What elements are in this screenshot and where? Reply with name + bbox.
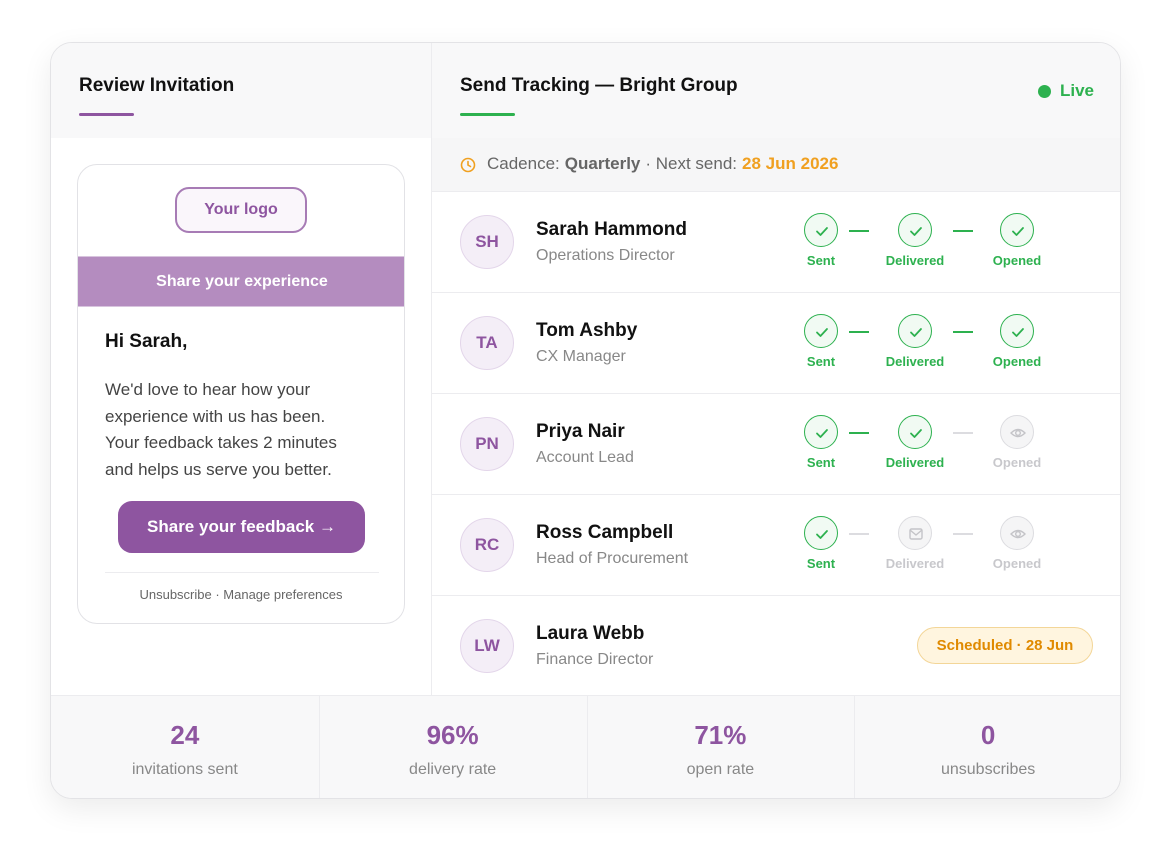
step-icon <box>1000 516 1034 550</box>
status-label: Live <box>1060 81 1095 100</box>
recipient-name: Tom Ashby <box>536 320 638 341</box>
step-label: Opened <box>992 455 1042 470</box>
step-icon <box>1000 415 1034 449</box>
column-divider <box>431 43 432 695</box>
cadence-label: Cadence: <box>487 154 560 173</box>
step-icon <box>898 314 932 348</box>
step-icon <box>898 415 932 449</box>
cadence-bar: Cadence: Quarterly · Next send: 28 Jun 2026 <box>432 138 1120 192</box>
step-label: Opened <box>992 556 1042 571</box>
stat-value: 71% <box>694 720 747 750</box>
left-header <box>51 43 431 138</box>
recipient-row: RC Ross Campbell Head of Procurement Sent De… <box>432 495 1120 596</box>
step-icon <box>804 415 838 449</box>
step-label: Sent <box>806 354 836 369</box>
recipient-name: Laura Webb <box>536 623 645 644</box>
cadence-text: Cadence: Quarterly · Next send: 28 Jun 2026 <box>487 154 838 174</box>
avatar: PN <box>460 417 514 471</box>
avatar: LW <box>460 619 514 673</box>
cadence-value: Quarterly <box>564 154 641 173</box>
stat-divider <box>586 696 588 798</box>
step-connector <box>953 230 973 232</box>
step-icon <box>1000 314 1034 348</box>
step-connector <box>849 230 869 232</box>
recipient-row: TA Tom Ashby CX Manager Sent Delivered Opened <box>432 293 1120 394</box>
step-connector <box>849 533 869 535</box>
stats-bar: 24 invitations sent 96% delivery rate 71% ope… <box>51 695 1120 798</box>
step-label: Sent <box>806 253 836 268</box>
step-label: Opened <box>992 253 1042 268</box>
left-title: Review Invitation <box>79 75 235 96</box>
stat-label: unsubscribes <box>940 761 1036 778</box>
step-icon <box>804 314 838 348</box>
recipient-row: SH Sarah Hammond Operations Director Sent De… <box>432 192 1120 293</box>
right-title: Send Tracking — Bright Group <box>460 75 738 96</box>
step-label: Delivered <box>885 253 945 268</box>
step-connector <box>953 331 973 333</box>
recipient-role: CX Manager <box>536 348 626 365</box>
email-body: We'd love to hear how your experience wi… <box>105 380 337 479</box>
stat-label: invitations sent <box>131 761 238 778</box>
step-connector <box>849 432 869 434</box>
next-send-label: · Next send: <box>645 154 738 173</box>
email-button[interactable]: Share your feedback → <box>118 501 365 553</box>
step-connector <box>849 331 869 333</box>
stat-value: 24 <box>170 720 200 750</box>
step-label: Sent <box>806 455 836 470</box>
logo-placeholder: Your logo <box>175 187 307 233</box>
step-icon <box>804 516 838 550</box>
step-icon <box>898 213 932 247</box>
recipient-role: Account Lead <box>536 449 634 466</box>
stat-divider <box>318 696 320 798</box>
step-label: Delivered <box>885 455 945 470</box>
avatar: SH <box>460 215 514 269</box>
clock-icon <box>460 157 476 173</box>
step-icon <box>804 213 838 247</box>
step-label: Sent <box>806 556 836 571</box>
step-label: Delivered <box>885 556 945 571</box>
email-footer: Unsubscribe · Manage preferences <box>139 587 343 602</box>
stat-label: open rate <box>686 761 755 778</box>
recipient-name: Sarah Hammond <box>536 219 687 240</box>
status-dot <box>1038 85 1051 98</box>
step-icon <box>898 516 932 550</box>
step-icon <box>1000 213 1034 247</box>
next-send-date: 28 Jun 2026 <box>742 154 839 173</box>
step-connector <box>953 432 973 434</box>
email-banner: Share your experience <box>78 256 404 307</box>
avatar: TA <box>460 316 514 370</box>
stat-label: delivery rate <box>409 761 497 778</box>
scheduled-pill: Scheduled · 28 Jun <box>917 627 1093 664</box>
card: Review Invitation Send Tracking — Bright … <box>50 42 1121 799</box>
recipient-row: LW Laura Webb Finance Director Scheduled · … <box>432 596 1120 697</box>
recipient-role: Head of Procurement <box>536 550 689 567</box>
recipient-role: Operations Director <box>536 247 675 264</box>
right-header <box>431 43 1120 139</box>
email-divider <box>105 572 379 573</box>
stat-divider <box>854 696 856 798</box>
recipient-row: PN Priya Nair Account Lead Sent Delivered Ope… <box>432 394 1120 495</box>
recipient-name: Priya Nair <box>536 421 625 442</box>
recipient-role: Finance Director <box>536 651 654 668</box>
step-connector <box>953 533 973 535</box>
recipient-name: Ross Campbell <box>536 522 674 543</box>
email-preview: Your logo Share your experience Hi Sarah, W… <box>77 164 405 624</box>
email-greeting: Hi Sarah, <box>105 331 188 352</box>
tab-underline <box>79 113 134 116</box>
tab-underline <box>460 113 515 116</box>
avatar: RC <box>460 518 514 572</box>
stat-value: 96% <box>426 720 479 750</box>
step-label: Delivered <box>885 354 945 369</box>
stat-value: 0 <box>980 720 996 750</box>
step-label: Opened <box>992 354 1042 369</box>
